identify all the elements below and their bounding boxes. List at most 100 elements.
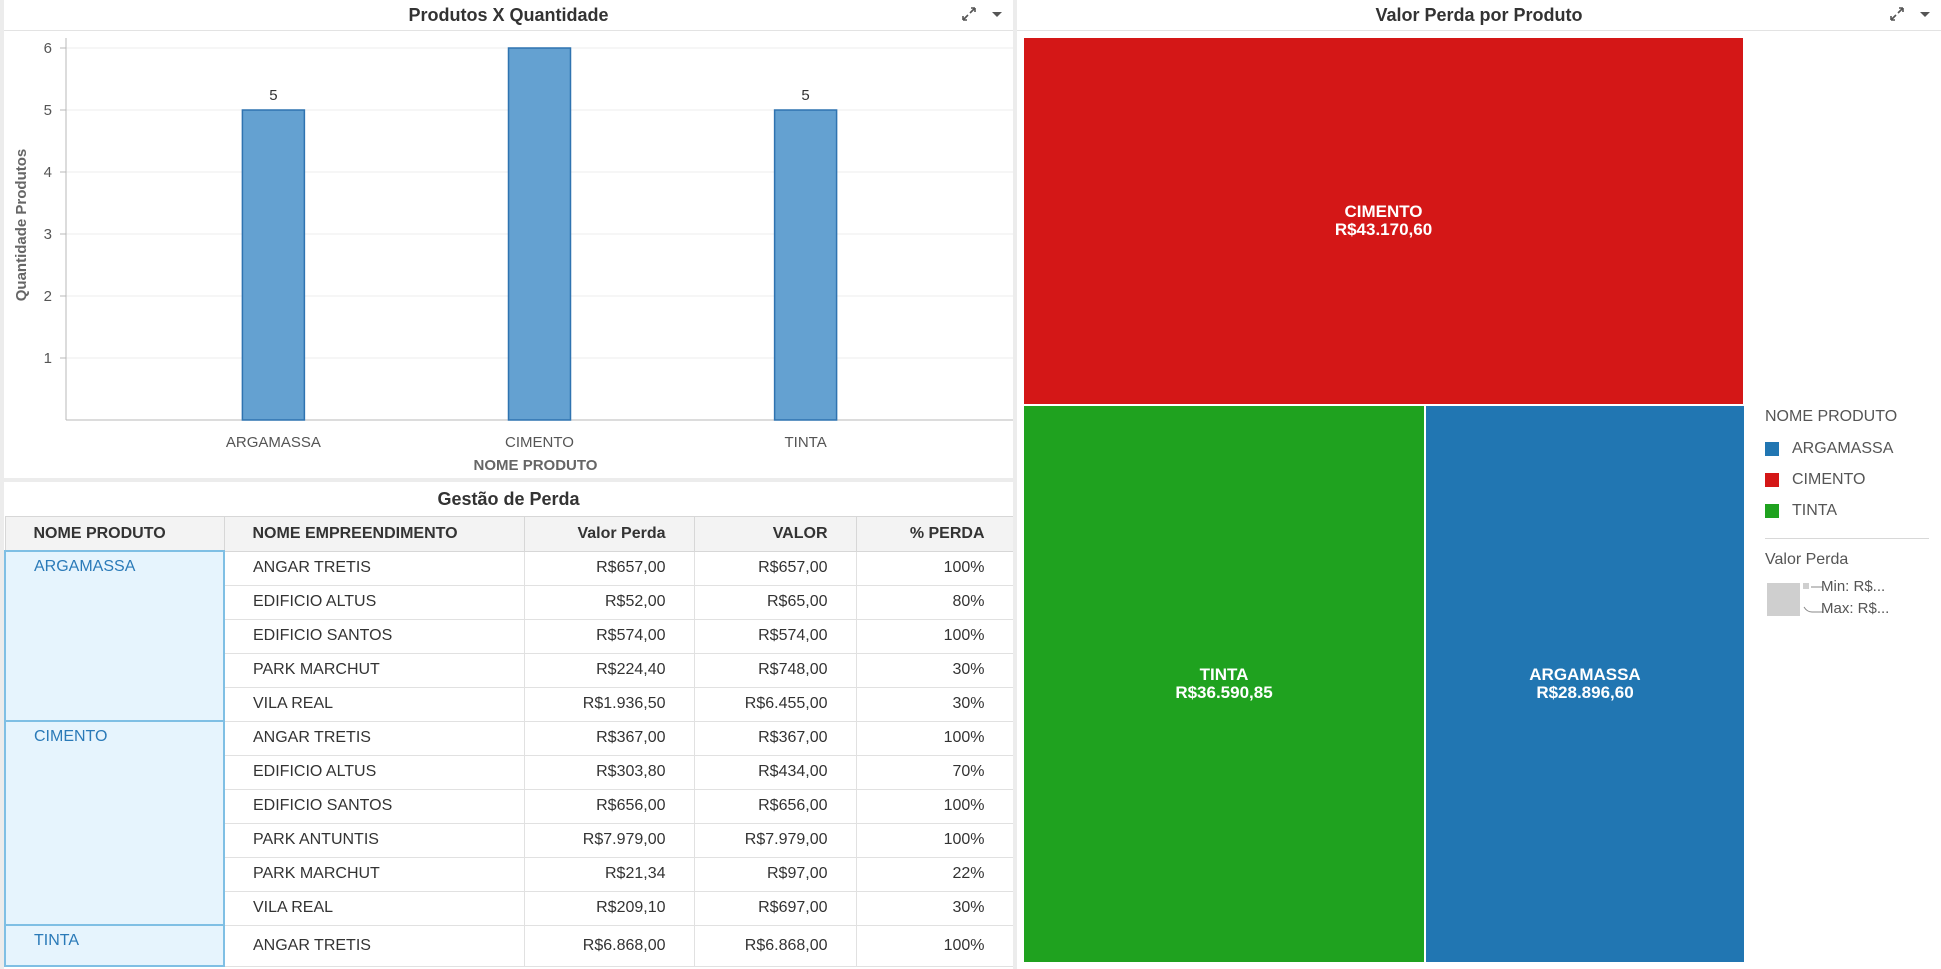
table-row[interactable]: PARK MARCHUT R$224,40 R$748,00 30% bbox=[5, 652, 1013, 688]
cell-perda-percent: 80% bbox=[855, 584, 1013, 620]
table-title: Gestão de Perda bbox=[437, 489, 580, 509]
cell-valor-perda: R$224,40 bbox=[523, 652, 695, 688]
legend-swatch bbox=[1765, 504, 1779, 518]
cell-perda-percent: 30% bbox=[855, 686, 1013, 722]
table-row[interactable]: PARK MARCHUT R$21,34 R$97,00 22% bbox=[5, 856, 1013, 892]
table-row[interactable]: ARGAMASSA ANGAR TRETIS R$657,00 R$657,00 100… bbox=[4, 550, 1013, 722]
bar-chart-tools bbox=[961, 6, 1005, 22]
dropdown-arrow-icon[interactable] bbox=[1917, 6, 1933, 22]
legend-item-cimento[interactable]: CIMENTO bbox=[1765, 471, 1865, 489]
size-legend-connector bbox=[1803, 583, 1823, 613]
bar-chart-title: Produtos X Quantidade bbox=[4, 0, 1013, 31]
table-row[interactable]: VILA REAL R$1.936,50 R$6.455,00 30% bbox=[5, 686, 1013, 722]
cell-valor: R$6.868,00 bbox=[693, 924, 857, 967]
tile-name: TINTA bbox=[1199, 665, 1249, 684]
bar-tinta bbox=[773, 109, 838, 421]
column-header-valor-perda[interactable]: Valor Perda bbox=[523, 516, 695, 552]
loss-table: NOME PRODUTO NOME EMPREENDIMENTO Valor P… bbox=[4, 516, 1013, 967]
column-header-nome-empreendimento[interactable]: NOME EMPREENDIMENTO bbox=[223, 516, 525, 552]
cell-perda-percent: 100% bbox=[855, 720, 1013, 756]
table-row[interactable]: EDIFICIO SANTOS R$656,00 R$656,00 100% bbox=[5, 788, 1013, 824]
column-header-nome-produto[interactable]: NOME PRODUTO bbox=[4, 516, 225, 552]
expand-icon[interactable] bbox=[961, 6, 977, 22]
y-tick-label: 5 bbox=[44, 102, 52, 119]
cell-valor-perda: R$21,34 bbox=[523, 856, 695, 892]
cell-perda-percent: 100% bbox=[855, 924, 1013, 967]
treemap-tools bbox=[1889, 6, 1933, 22]
cell-valor: R$748,00 bbox=[693, 652, 857, 688]
cell-valor: R$434,00 bbox=[693, 754, 857, 790]
legend-title: NOME PRODUTO bbox=[1765, 408, 1898, 425]
legend-item-tinta[interactable]: TINTA bbox=[1765, 502, 1837, 520]
cell-perda-percent: 100% bbox=[855, 788, 1013, 824]
bar-cimento bbox=[507, 47, 572, 421]
y-tick-label: 3 bbox=[44, 226, 52, 243]
cell-valor-perda: R$52,00 bbox=[523, 584, 695, 620]
cell-perda-percent: 70% bbox=[855, 754, 1013, 790]
legend-label: CIMENTO bbox=[1792, 471, 1866, 488]
cell-empreendimento: PARK MARCHUT bbox=[223, 652, 525, 688]
treemap-tile-cimento[interactable]: CIMENTO R$43.170,60 bbox=[1024, 38, 1744, 406]
cell-valor-perda: R$574,00 bbox=[523, 618, 695, 654]
tile-name: ARGAMASSA bbox=[1529, 665, 1641, 684]
cell-valor-perda: R$1.936,50 bbox=[523, 686, 695, 722]
cell-valor: R$6.455,00 bbox=[693, 686, 857, 722]
cell-valor: R$574,00 bbox=[693, 618, 857, 654]
y-tick-label: 1 bbox=[44, 350, 52, 367]
tile-name: CIMENTO bbox=[1344, 202, 1423, 221]
table-body: ARGAMASSA ANGAR TRETIS R$657,00 R$657,00 100… bbox=[4, 550, 1013, 967]
bar-argamassa bbox=[241, 109, 306, 421]
legend-label: TINTA bbox=[1792, 502, 1838, 519]
tile-value: R$43.170,60 bbox=[1334, 220, 1433, 239]
group-cell-tinta[interactable]: TINTA bbox=[4, 924, 225, 967]
cell-valor: R$657,00 bbox=[693, 550, 857, 586]
table-row[interactable]: VILA REAL R$209,10 R$697,00 30% bbox=[5, 890, 1013, 926]
cell-valor: R$697,00 bbox=[693, 890, 857, 926]
y-axis-title: Quantidade Produtos bbox=[13, 149, 30, 302]
tile-value: R$28.896,60 bbox=[1536, 683, 1634, 702]
legend-swatch bbox=[1765, 473, 1779, 487]
column-header-perda-percent[interactable]: % PERDA bbox=[855, 516, 1013, 552]
cell-valor: R$7.979,00 bbox=[693, 822, 857, 858]
bar-chart: 1 2 3 4 5 6 5 ARGAMASSA CIMENTO 5 TINTA NOME PRODUT… bbox=[13, 38, 1013, 474]
group-cell-cimento[interactable]: CIMENTO bbox=[4, 720, 225, 926]
table-row[interactable]: TINTA ANGAR TRETIS R$6.868,00 R$6.868,00 100… bbox=[4, 924, 1013, 967]
cell-valor-perda: R$303,80 bbox=[523, 754, 695, 790]
size-legend-min: Min: R$... bbox=[1821, 578, 1886, 595]
cell-valor: R$65,00 bbox=[693, 584, 857, 620]
table-row[interactable]: EDIFICIO ALTUS R$303,80 R$434,00 70% bbox=[5, 754, 1013, 790]
y-tick-label: 2 bbox=[44, 288, 52, 305]
column-header-valor[interactable]: VALOR bbox=[693, 516, 857, 552]
cell-empreendimento: ANGAR TRETIS bbox=[223, 924, 525, 967]
treemap-title: Valor Perda por Produto bbox=[1017, 0, 1941, 31]
cell-valor-perda: R$7.979,00 bbox=[523, 822, 695, 858]
table-row[interactable]: CIMENTO ANGAR TRETIS R$367,00 R$367,00 100% bbox=[4, 720, 1013, 926]
cell-perda-percent: 30% bbox=[855, 652, 1013, 688]
group-cell-argamassa[interactable]: ARGAMASSA bbox=[4, 550, 225, 722]
size-legend-swatch bbox=[1767, 583, 1800, 616]
table-row[interactable]: PARK ANTUNTIS R$7.979,00 R$7.979,00 100% bbox=[5, 822, 1013, 858]
treemap-tile-tinta[interactable]: TINTA R$36.590,85 bbox=[1024, 406, 1426, 962]
y-tick-label: 4 bbox=[44, 164, 52, 181]
size-legend-title: Valor Perda bbox=[1765, 551, 1849, 568]
tile-value: R$36.590,85 bbox=[1175, 683, 1273, 702]
cell-valor: R$656,00 bbox=[693, 788, 857, 824]
x-axis-title: NOME PRODUTO bbox=[474, 457, 598, 474]
cell-empreendimento: EDIFICIO SANTOS bbox=[223, 618, 525, 654]
bar-data-label: 5 bbox=[801, 87, 809, 104]
bar-chart-panel: Produtos X Quantidade 1 2 3 4 5 6 5 ARGAMASSA CI… bbox=[4, 0, 1013, 478]
table-row[interactable]: EDIFICIO SANTOS R$574,00 R$574,00 100% bbox=[5, 618, 1013, 654]
cell-perda-percent: 100% bbox=[855, 618, 1013, 654]
dropdown-arrow-icon[interactable] bbox=[989, 6, 1005, 22]
cell-perda-percent: 100% bbox=[855, 550, 1013, 586]
cell-empreendimento: PARK MARCHUT bbox=[223, 856, 525, 892]
cell-empreendimento: EDIFICIO SANTOS bbox=[223, 788, 525, 824]
treemap-tile-argamassa[interactable]: ARGAMASSA R$28.896,60 bbox=[1426, 406, 1744, 962]
cell-valor-perda: R$367,00 bbox=[523, 720, 695, 756]
expand-icon[interactable] bbox=[1889, 6, 1905, 22]
legend-divider bbox=[1765, 538, 1929, 539]
x-tick-label: TINTA bbox=[784, 434, 826, 451]
cell-empreendimento: VILA REAL bbox=[223, 686, 525, 722]
cell-empreendimento: PARK ANTUNTIS bbox=[223, 822, 525, 858]
legend-item-argamassa[interactable]: ARGAMASSA bbox=[1765, 440, 1893, 458]
